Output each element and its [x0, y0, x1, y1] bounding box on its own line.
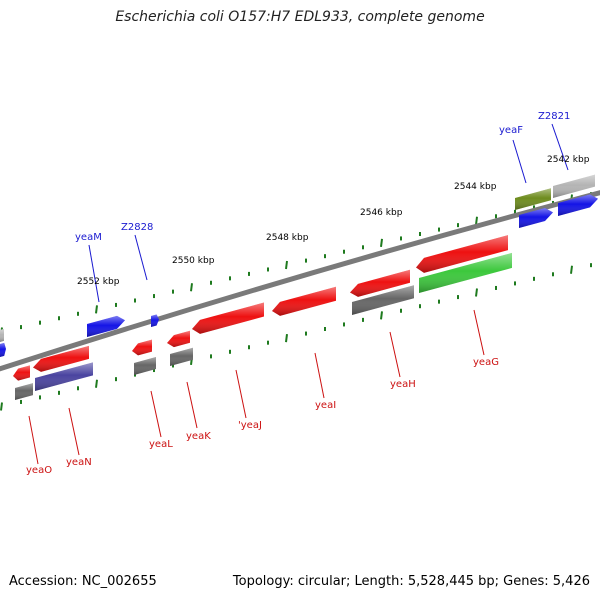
tick-mark	[95, 379, 98, 388]
tick-mark	[285, 333, 288, 343]
tick-label: 2544 kbp	[454, 182, 497, 192]
gene-label-yeam: yeaM	[75, 232, 102, 243]
gene-label-yeao: yeaO	[26, 465, 52, 476]
gene-labels: yeaF Z2821 Z2828 yeaM yeaO yeaN yeaL yeaK 'yeaJ y…	[26, 111, 570, 476]
leader-line	[88, 244, 100, 303]
gene-feature	[170, 347, 193, 366]
gene-label-yeaf: yeaF	[499, 125, 523, 136]
gene-label-z2828: Z2828	[121, 222, 153, 233]
gene-feature	[192, 302, 264, 334]
gene-feature	[419, 252, 512, 293]
gene-feature	[352, 285, 414, 315]
gene-feature	[519, 207, 553, 228]
leader-line	[551, 123, 569, 171]
leader-line	[150, 390, 162, 438]
gene-feature	[132, 339, 152, 356]
gene-label-yeak: yeaK	[186, 431, 211, 442]
map-title: Escherichia coli O157:H7 EDL933, complet…	[115, 9, 485, 25]
tick-label: 2550 kbp	[172, 256, 215, 266]
tick-mark	[0, 402, 3, 411]
gene-feature	[350, 269, 410, 297]
tick-labels: 2542 kbp 2544 kbp 2546 kbp 2548 kbp 2550 kbp…	[77, 155, 590, 287]
tick-label: 2546 kbp	[360, 208, 403, 218]
tick-mark	[285, 260, 288, 270]
gene-features	[0, 174, 598, 400]
gene-label-yeai: yeaI	[315, 400, 336, 411]
gene-label-yeag: yeaG	[473, 357, 499, 368]
gene-label-yean: yeaN	[66, 457, 92, 468]
label-leader-lines	[28, 123, 569, 465]
leader-line	[235, 369, 247, 419]
tick-mark	[475, 288, 478, 297]
tick-label: 2552 kbp	[77, 277, 120, 287]
gene-label-yeal: yeaL	[149, 439, 173, 450]
gene-feature	[13, 365, 30, 381]
accession-label: Accession: NC_002655	[9, 574, 157, 589]
gene-feature	[0, 342, 6, 357]
leader-line	[28, 415, 39, 465]
gene-feature	[15, 383, 33, 400]
gene-feature	[416, 235, 508, 273]
tick-label: 2542 kbp	[547, 155, 590, 165]
leader-line	[186, 381, 198, 429]
gene-feature	[553, 174, 595, 198]
genome-backbone	[0, 190, 600, 372]
gene-feature	[167, 330, 190, 348]
leader-line	[389, 331, 401, 378]
tick-mark	[380, 238, 383, 247]
gene-feature	[515, 188, 551, 210]
gene-feature	[87, 315, 125, 337]
tick-label: 2548 kbp	[266, 233, 309, 243]
gene-label-z2821: Z2821	[538, 111, 570, 122]
gene-feature	[134, 357, 156, 375]
genome-summary: Topology: circular; Length: 5,528,445 bp…	[232, 574, 590, 589]
gene-feature	[0, 328, 4, 342]
outer-tick-ring	[0, 192, 592, 336]
leader-line	[473, 309, 485, 356]
leader-line	[314, 352, 325, 399]
gene-label-yeah: yeaH	[390, 379, 416, 390]
gene-feature	[272, 286, 336, 316]
leader-line	[68, 407, 80, 456]
gene-feature	[151, 314, 159, 327]
tick-mark	[475, 216, 478, 225]
tick-mark	[190, 283, 193, 292]
leader-line	[512, 139, 527, 184]
tick-mark	[570, 265, 573, 274]
gene-label-yeaj: 'yeaJ	[238, 420, 262, 431]
leader-line	[134, 234, 148, 281]
gene-feature	[558, 194, 598, 216]
gene-feature	[35, 362, 93, 391]
gene-feature	[33, 345, 89, 372]
tick-mark	[95, 305, 98, 314]
tick-mark	[380, 311, 383, 320]
